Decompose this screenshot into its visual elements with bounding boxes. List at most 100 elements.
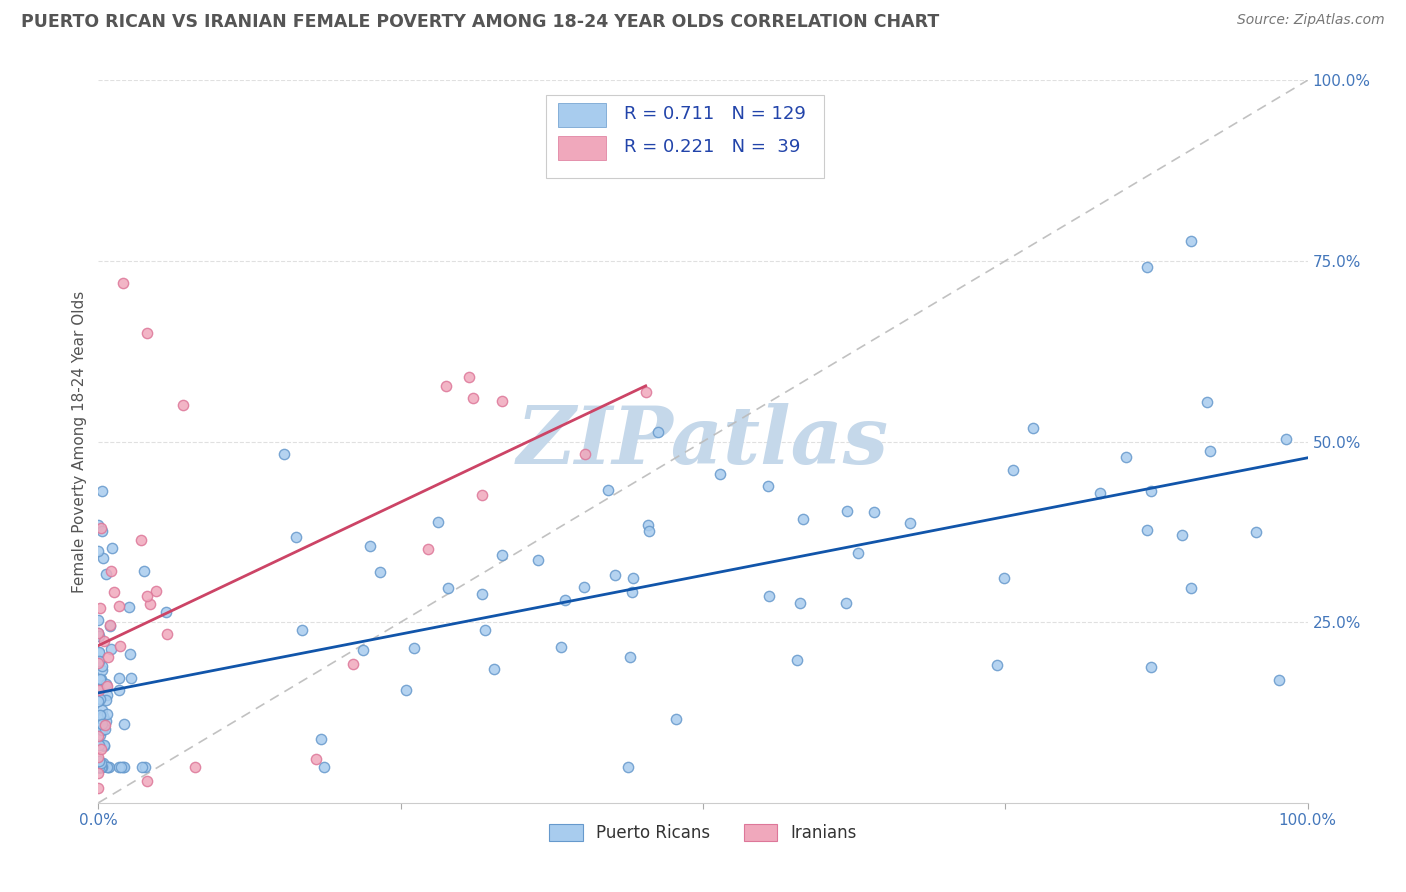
Point: [96, 688, 118, 702]
Point: [1199, 444, 1222, 458]
Point: [1090, 485, 1112, 500]
Point: [792, 511, 814, 525]
Point: [87, 646, 110, 660]
Point: [457, 370, 479, 384]
Point: [136, 589, 159, 603]
Point: [90, 524, 112, 538]
Point: [107, 671, 129, 685]
Point: [96, 760, 118, 774]
Point: [285, 530, 308, 544]
Point: [131, 760, 153, 774]
Bar: [558, 136, 606, 160]
Point: [1136, 260, 1159, 274]
Point: [87, 677, 110, 691]
Point: [87, 760, 110, 774]
Point: [89, 760, 111, 774]
Point: [87, 749, 110, 764]
Point: [87, 760, 110, 774]
Point: [135, 774, 157, 789]
Point: [1180, 581, 1202, 595]
Point: [89, 760, 111, 774]
Point: [93, 633, 115, 648]
Point: [370, 565, 392, 579]
Point: [91, 484, 114, 499]
Point: [87, 654, 110, 668]
Point: [1244, 525, 1267, 540]
Point: [491, 548, 513, 562]
Point: [93, 738, 115, 752]
Point: [87, 730, 110, 744]
Point: [87, 760, 110, 774]
Point: [112, 760, 135, 774]
Point: [1115, 450, 1137, 464]
Point: [470, 587, 492, 601]
Point: [145, 584, 167, 599]
Point: [91, 723, 114, 737]
Point: [90, 760, 112, 774]
Point: [1136, 524, 1159, 538]
Point: [87, 682, 110, 697]
Text: R = 0.221   N =  39: R = 0.221 N = 39: [624, 138, 801, 156]
Point: [91, 721, 114, 735]
Point: [305, 752, 328, 766]
Point: [112, 760, 135, 774]
Point: [103, 585, 125, 599]
Point: [1195, 395, 1218, 409]
Point: [87, 760, 110, 774]
Point: [637, 517, 659, 532]
Point: [491, 393, 513, 408]
Point: [87, 765, 110, 780]
Point: [172, 398, 194, 412]
Point: [87, 781, 110, 796]
Point: [621, 585, 644, 599]
Point: [898, 516, 921, 530]
Point: [93, 722, 115, 736]
Point: [1275, 432, 1298, 446]
Point: [91, 708, 114, 723]
Point: [90, 702, 112, 716]
Legend: Puerto Ricans, Iranians: Puerto Ricans, Iranians: [543, 817, 863, 848]
Point: [1171, 528, 1194, 542]
Point: [1180, 234, 1202, 248]
Point: [986, 657, 1008, 672]
Point: [90, 673, 112, 687]
Point: [110, 760, 132, 774]
Point: [118, 599, 141, 614]
Point: [359, 539, 381, 553]
Point: [789, 596, 811, 610]
Point: [709, 467, 731, 481]
Point: [1001, 463, 1024, 477]
Point: [108, 599, 131, 613]
Point: [89, 760, 111, 774]
Point: [863, 505, 886, 519]
Point: [87, 738, 110, 752]
Point: [97, 650, 120, 665]
Point: [1022, 421, 1045, 435]
Point: [108, 682, 131, 697]
Y-axis label: Female Poverty Among 18-24 Year Olds: Female Poverty Among 18-24 Year Olds: [72, 291, 87, 592]
Point: [93, 551, 115, 566]
Point: [87, 694, 110, 708]
Point: [619, 649, 641, 664]
Point: [482, 662, 505, 676]
Point: [120, 672, 142, 686]
Point: [91, 716, 114, 731]
Point: [89, 645, 111, 659]
Point: [98, 760, 121, 774]
Point: [87, 626, 110, 640]
Point: [87, 613, 110, 627]
Point: [87, 626, 110, 640]
Text: PUERTO RICAN VS IRANIAN FEMALE POVERTY AMONG 18-24 YEAR OLDS CORRELATION CHART: PUERTO RICAN VS IRANIAN FEMALE POVERTY A…: [21, 13, 939, 31]
Point: [434, 379, 457, 393]
Point: [96, 679, 118, 693]
Point: [474, 624, 496, 638]
Point: [87, 629, 110, 643]
Point: [94, 692, 117, 706]
Point: [647, 425, 669, 440]
Point: [621, 571, 644, 585]
Point: [664, 712, 686, 726]
Point: [135, 326, 157, 340]
Point: [138, 597, 160, 611]
Point: [91, 760, 114, 774]
Point: [155, 605, 177, 619]
